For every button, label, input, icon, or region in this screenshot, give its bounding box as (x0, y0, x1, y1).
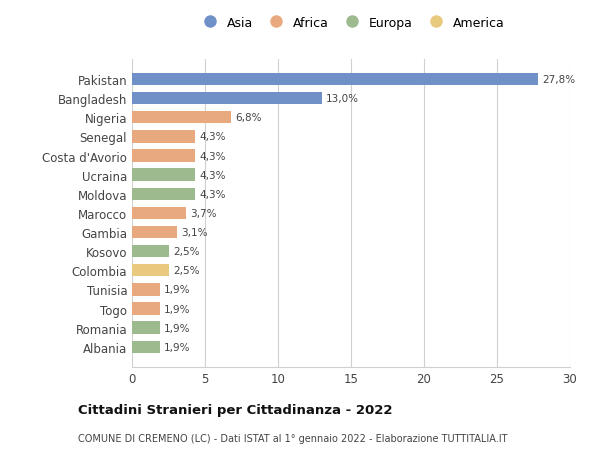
Text: 1,9%: 1,9% (164, 304, 191, 314)
Bar (132, 150, 195, 162)
Text: 3,7%: 3,7% (190, 208, 217, 218)
Text: 2,5%: 2,5% (173, 266, 199, 276)
Text: 6,8%: 6,8% (236, 113, 262, 123)
Text: 13,0%: 13,0% (326, 94, 359, 104)
Text: 4,3%: 4,3% (199, 132, 226, 142)
Bar (132, 302, 160, 315)
Text: 2,5%: 2,5% (173, 246, 199, 257)
Text: 3,1%: 3,1% (182, 228, 208, 237)
Bar (132, 169, 195, 181)
Bar (132, 131, 195, 143)
Bar (132, 188, 195, 201)
Text: 1,9%: 1,9% (164, 323, 191, 333)
Text: 1,9%: 1,9% (164, 342, 191, 352)
Text: Cittadini Stranieri per Cittadinanza - 2022: Cittadini Stranieri per Cittadinanza - 2… (78, 403, 392, 416)
Legend: Asia, Africa, Europa, America: Asia, Africa, Europa, America (197, 17, 505, 30)
Bar (132, 112, 231, 124)
Bar (132, 73, 538, 86)
Text: 4,3%: 4,3% (199, 170, 226, 180)
Bar (132, 322, 160, 334)
Bar (132, 284, 160, 296)
Bar (132, 207, 186, 220)
Bar (132, 264, 169, 277)
Bar (132, 341, 160, 353)
Bar (132, 93, 322, 105)
Text: 4,3%: 4,3% (199, 151, 226, 161)
Text: 1,9%: 1,9% (164, 285, 191, 295)
Text: COMUNE DI CREMENO (LC) - Dati ISTAT al 1° gennaio 2022 - Elaborazione TUTTITALIA: COMUNE DI CREMENO (LC) - Dati ISTAT al 1… (78, 433, 508, 442)
Text: 4,3%: 4,3% (199, 190, 226, 199)
Text: 27,8%: 27,8% (542, 75, 575, 85)
Bar (132, 246, 169, 258)
Bar (132, 226, 177, 239)
